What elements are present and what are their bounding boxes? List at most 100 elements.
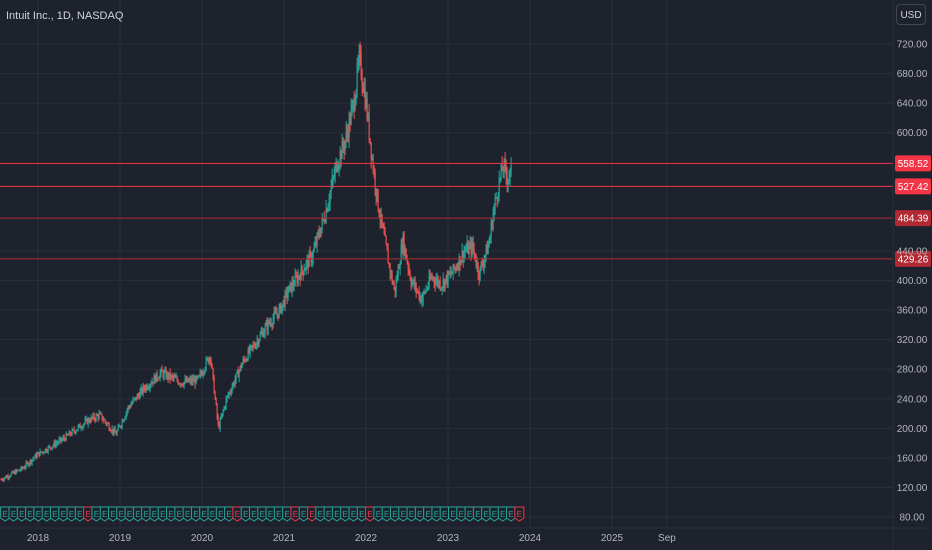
- candle-body: [217, 416, 219, 424]
- candle-body: [367, 113, 369, 119]
- earnings-marker: [66, 506, 77, 522]
- candle-body: [370, 142, 372, 159]
- earnings-marker: [514, 506, 525, 522]
- candle-body: [345, 131, 347, 142]
- candle-body: [355, 90, 357, 103]
- candle-body: [168, 372, 170, 379]
- candle-body: [135, 397, 137, 400]
- candle-body: [52, 445, 54, 447]
- candle-body: [153, 375, 155, 384]
- candle-body: [76, 429, 78, 431]
- candle-body: [469, 242, 471, 246]
- candle-body: [81, 427, 83, 429]
- earnings-marker: [207, 506, 218, 522]
- price-axis[interactable]: 80.00 120.00 160.00 200.00 240.00 280.00 320.0…: [892, 0, 928, 550]
- y-tick-label: 320.00: [897, 335, 928, 346]
- earnings-marker-label: E: [483, 510, 488, 519]
- symbol-title[interactable]: Intuit Inc., 1D, NASDAQ: [6, 10, 124, 22]
- candle-body: [349, 117, 351, 125]
- candle-body: [455, 267, 457, 269]
- candle-body: [463, 251, 465, 260]
- earnings-marker-label: E: [61, 510, 66, 519]
- candle-body: [424, 291, 426, 293]
- candle-body: [290, 282, 292, 293]
- candle-body: [116, 430, 118, 435]
- candle-body: [118, 426, 120, 428]
- candle-body: [111, 428, 113, 432]
- candle-body: [444, 279, 446, 288]
- candle-body: [110, 430, 112, 432]
- candle-body: [459, 256, 461, 265]
- candle-body: [160, 368, 162, 374]
- time-axis[interactable]: 2018 2019 2020 2021 2022 2023 2024 2025 Sep: [0, 527, 932, 544]
- candle-body: [119, 426, 121, 428]
- candle-body: [99, 413, 101, 415]
- candle-body: [79, 424, 81, 429]
- candle-body: [195, 376, 197, 385]
- candle-body: [478, 273, 480, 280]
- candle-body: [360, 53, 362, 78]
- candle-body: [464, 250, 466, 252]
- horizontal-levels[interactable]: 558.52 527.42 484.39 429.26: [0, 155, 931, 267]
- earnings-marker: [489, 506, 500, 522]
- candle-body: [321, 218, 323, 228]
- candle-body: [161, 368, 163, 372]
- level-price-label: 527.42: [898, 182, 929, 193]
- candle-body: [396, 278, 398, 281]
- candle-body: [358, 51, 360, 64]
- candle-body: [427, 286, 429, 289]
- candle-body: [158, 378, 160, 380]
- candle-body: [77, 426, 79, 430]
- candle-body: [175, 377, 177, 379]
- candle-body: [352, 100, 354, 104]
- candle-body: [210, 359, 212, 365]
- earnings-marker-label: E: [326, 510, 331, 519]
- candle-body: [125, 412, 127, 418]
- earnings-marker-label: E: [235, 510, 240, 519]
- candle-body: [272, 318, 274, 325]
- candle-body: [324, 221, 326, 223]
- earnings-marker-label: E: [193, 510, 198, 519]
- earnings-marker-label: E: [44, 510, 49, 519]
- candle-body: [398, 267, 400, 270]
- candle-body: [96, 414, 98, 416]
- candle-body: [234, 379, 236, 385]
- candle-body: [410, 279, 412, 286]
- candle-body: [180, 383, 182, 385]
- candle-body: [465, 250, 467, 252]
- candle-body: [205, 359, 207, 369]
- candle-body: [107, 423, 109, 425]
- earnings-marker-label: E: [52, 510, 57, 519]
- candle-body: [24, 466, 26, 468]
- candle-body: [437, 278, 439, 285]
- candle-body: [439, 281, 441, 289]
- candle-body: [422, 292, 424, 300]
- candle-body: [80, 428, 82, 430]
- earnings-marker-label: E: [334, 510, 339, 519]
- candle-body: [344, 141, 346, 150]
- earnings-marker-label: E: [77, 510, 82, 519]
- earnings-marker: [190, 506, 201, 522]
- currency-button[interactable]: USD: [896, 4, 926, 25]
- candle-body: [282, 300, 284, 305]
- candle-body: [57, 442, 59, 444]
- candle-body: [215, 398, 217, 405]
- candle-body: [508, 177, 510, 180]
- earnings-marker: [149, 506, 160, 522]
- candle-body: [270, 322, 272, 325]
- y-tick-label: 80.00: [899, 513, 924, 524]
- candle-body: [326, 208, 328, 212]
- candle-body: [20, 467, 22, 471]
- candle-body: [312, 251, 314, 259]
- candle-body: [136, 394, 138, 400]
- candle-body: [392, 282, 394, 285]
- earnings-marker: [365, 506, 376, 522]
- candle-body: [400, 245, 402, 265]
- candle-body: [148, 387, 150, 389]
- candle-body: [7, 476, 9, 478]
- earnings-marker: [348, 506, 359, 522]
- earnings-marker-label: E: [409, 510, 414, 519]
- candle-body: [83, 423, 85, 426]
